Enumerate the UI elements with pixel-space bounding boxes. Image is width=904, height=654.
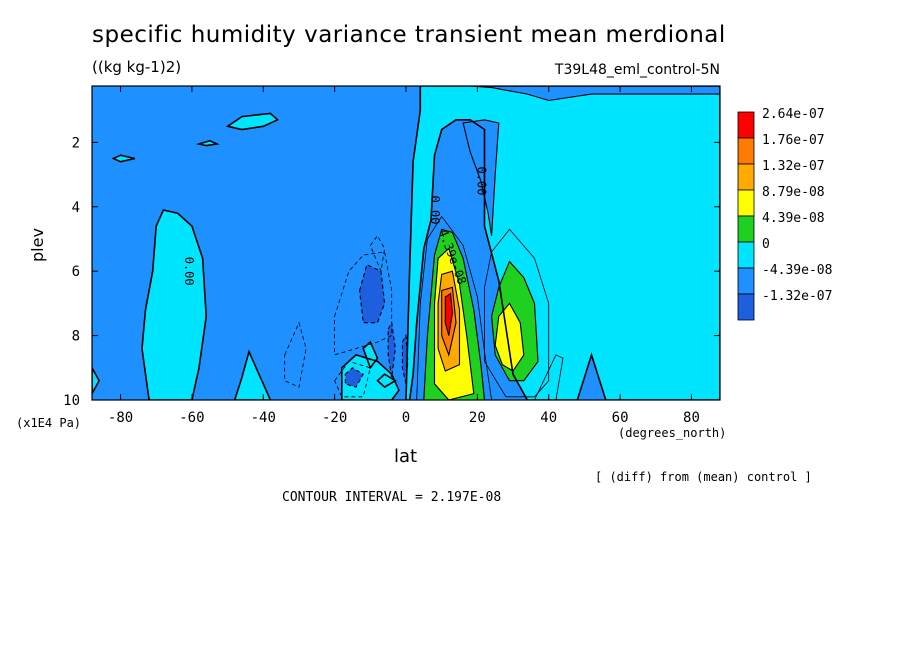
legend-swatch-3: [737, 189, 755, 217]
legend-swatch-6: [737, 267, 755, 295]
legend-label-3: 8.79e-08: [762, 185, 825, 200]
contour-line-mini-2: [195, 139, 220, 147]
contour-outline-6: [416, 215, 493, 400]
contour-region-upper-blob: [227, 113, 278, 130]
contour-interval: CONTOUR INTERVAL = 2.197E-08: [282, 490, 502, 505]
contour-label-1: 0.00: [428, 196, 442, 225]
contour-region-main-yellow: [434, 248, 474, 400]
contour-line-neg-sliver: [387, 320, 396, 378]
contour-region-south-column: [142, 210, 207, 400]
legend-label-1: 1.76e-07: [762, 133, 825, 148]
x-tick-label-8: 80: [683, 410, 700, 426]
legend-label-2: 1.32e-07: [762, 159, 825, 174]
legend-label-6: -4.39e-08: [762, 263, 832, 278]
contour-outline-1: [334, 251, 393, 356]
contour-line-mini-1: [111, 154, 135, 163]
y-axis-label: plev: [28, 228, 47, 262]
contour-region-main-green: [423, 229, 485, 400]
contour-line-main-red: [444, 292, 453, 336]
legend-swatch-1: [737, 137, 755, 165]
contour-label-0: 0.00: [182, 257, 196, 286]
contour-region-mini-2: [199, 140, 217, 146]
contour-line-main-yellow: [433, 247, 475, 400]
contour-line-main-green: [423, 228, 486, 400]
contour-line-south-column: [141, 209, 208, 400]
contour-region-neg-blob-2: [345, 367, 364, 388]
contour-line-left-edge: [92, 367, 101, 394]
y-tick-label-3: 8: [72, 329, 80, 345]
contour-region-neg-blob-1: [359, 264, 385, 323]
contour-line-lobe-2: [491, 260, 539, 382]
figure-title: specific humidity variance transient mea…: [92, 22, 726, 48]
x-tick-label-0: -80: [108, 410, 133, 426]
contour-line-neg-near-0: [401, 333, 409, 385]
contour-line-upper-notch: [470, 86, 720, 102]
contour-label-2: 0.00: [474, 167, 488, 196]
contour-region-neg-sliver: [388, 322, 396, 378]
contour-line-neg-blob-1: [359, 263, 386, 324]
diff-note: [ (diff) from (mean) control ]: [595, 470, 812, 484]
contour-line-lobe-2-core: [494, 302, 525, 372]
contour-region-main-dark-orange: [441, 287, 456, 355]
contour-region-neg-near-0: [402, 335, 408, 384]
contour-line-main-orange: [437, 270, 461, 372]
contour-line-tongue: [462, 119, 500, 236]
plot-frame: [91, 85, 721, 401]
legend-swatch-2: [737, 163, 755, 191]
legend-label-0: 2.64e-07: [762, 107, 825, 122]
legend-swatch-4: [737, 215, 755, 243]
contour-line-lower-bubbles: [340, 354, 400, 400]
x-tick-label-2: -40: [251, 410, 276, 426]
contour-region-tongue: [463, 119, 499, 236]
x-tick-label-5: 20: [469, 410, 486, 426]
contour-region-lobe-2-core: [495, 303, 524, 371]
contour-line-small-cyan-2: [376, 373, 397, 389]
contour-region-left-edge: [92, 367, 100, 394]
x-tick-label-3: -20: [322, 410, 347, 426]
contour-outline-3: [334, 360, 371, 398]
contour-line-bottom-spike: [233, 349, 272, 400]
contour-region-northern-plume: [406, 86, 720, 400]
y-tick-label-4: 10: [63, 393, 80, 409]
x-axis-units: (degrees_north): [618, 426, 727, 440]
x-tick-label-4: 0: [402, 410, 410, 426]
legend-label-7: -1.32e-07: [762, 289, 832, 304]
contour-region-mini-1: [113, 155, 135, 162]
x-tick-label-6: 40: [540, 410, 557, 426]
contour-region-main-orange: [438, 271, 460, 371]
contour-region-lobe-2: [491, 261, 538, 381]
contour-line-northern-plume: [405, 86, 720, 400]
contour-outline-4: [484, 228, 550, 398]
contour-region-background: [92, 86, 720, 400]
legend-swatch-5: [737, 241, 755, 269]
contour-line-small-cyan-1: [362, 340, 379, 370]
legend-label-4: 4.39e-08: [762, 211, 825, 226]
run-name: T39L48_eml_control-5N: [554, 62, 720, 78]
contour-region-main-red: [445, 293, 453, 336]
legend-label-5: 0: [762, 237, 770, 252]
contour-outline-0: [284, 321, 307, 388]
legend-swatch-0: [737, 111, 755, 139]
x-tick-label-7: 60: [612, 410, 629, 426]
y-tick-label-2: 6: [72, 264, 80, 280]
contour-line-main-dark-orange: [441, 286, 457, 357]
contour-line-neg-blob-2: [344, 367, 364, 388]
contour-region-small-cyan-1: [363, 342, 378, 368]
y-tick-label-0: 2: [72, 135, 80, 151]
x-tick-label-1: -60: [179, 410, 204, 426]
contour-line-upper-blob: [225, 112, 279, 131]
contour-region-small-cyan-2: [377, 374, 396, 388]
contour-outline-2: [369, 235, 386, 273]
figure-units: ((kg kg-1)2): [92, 58, 182, 76]
legend-swatch-7: [737, 293, 755, 321]
contour-region-lower-bubbles: [341, 354, 399, 400]
y-axis-units: (x1E4 Pa): [16, 416, 82, 430]
contour-region-upper-notch: [470, 86, 720, 101]
contour-label-3: 4.39e-08: [436, 227, 469, 286]
contour-outline-5: [534, 354, 564, 400]
y-tick-label-1: 4: [72, 200, 80, 216]
contour-region-bottom-spike: [234, 351, 271, 400]
x-axis-label: lat: [394, 446, 418, 467]
